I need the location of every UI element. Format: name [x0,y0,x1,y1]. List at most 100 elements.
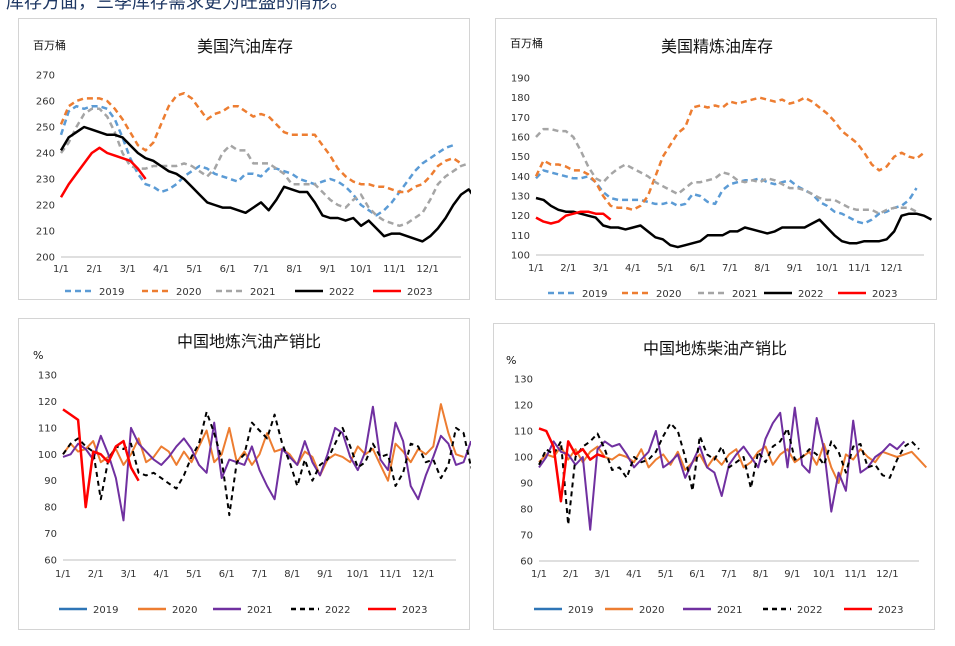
legend-label-2021: 2021 [250,287,275,298]
x-tick-label: 9/1 [787,263,803,274]
y-tick-label: 110 [38,423,57,434]
legend-label-2022: 2022 [329,287,354,298]
x-tick-label: 6/1 [220,264,236,275]
y-axis-unit-label: % [33,349,43,362]
y-tick-label: 90 [44,476,57,487]
x-tick-label: 6/1 [690,263,706,274]
y-tick-label: 180 [511,93,530,104]
series-line-2022 [535,196,933,249]
legend-label-2020: 2020 [172,605,197,616]
x-tick-label: 5/1 [658,569,674,580]
x-tick-label: 8/1 [284,569,300,580]
legend-label-2021: 2021 [732,289,757,300]
x-tick-label: 12/1 [876,569,898,580]
y-tick-label: 240 [36,149,55,160]
y-tick-label: 80 [44,503,57,514]
y-tick-label: 210 [36,227,55,238]
y-tick-label: 80 [520,505,533,516]
x-tick-label: 6/1 [219,569,235,580]
chart-svg: 中国地炼汽油产销比% 60 70 80 90 100 110 120 130 1/1 2/1 3/1 4… [33,332,471,616]
series-line-2022 [538,422,920,526]
legend-label-2022: 2022 [798,289,823,300]
y-tick-label: 130 [38,371,57,382]
y-tick-label: 170 [511,113,530,124]
chart-svg: 中国地炼柴油产销比% 60 70 80 90 100 110 120 130 1/1 2/1 3/1 4… [506,339,928,616]
legend-label-2023: 2023 [872,289,897,300]
x-tick-label: 2/1 [86,264,102,275]
x-tick-label: 9/1 [784,569,800,580]
x-tick-label: 8/1 [286,264,302,275]
x-tick-label: 4/1 [626,569,642,580]
legend-label-2020: 2020 [639,605,664,616]
series-line-2022 [59,125,471,243]
y-tick-label: 60 [520,557,533,568]
y-tick-label: 130 [511,192,530,203]
x-tick-label: 5/1 [657,263,673,274]
legend-label-2023: 2023 [402,605,427,616]
series-line-2019 [59,104,454,217]
legend-label-2021: 2021 [247,605,272,616]
y-tick-label: 150 [511,152,530,163]
legend-label-2020: 2020 [656,289,681,300]
chart-title: 中国地炼柴油产销比 [643,339,787,358]
x-tick-label: 3/1 [593,263,609,274]
legend-label-2022: 2022 [325,605,350,616]
x-tick-label: 3/1 [120,569,136,580]
y-tick-label: 220 [36,201,55,212]
x-tick-label: 9/1 [317,569,333,580]
legend-label-2020: 2020 [176,287,201,298]
chart-title: 美国汽油库存 [197,37,293,56]
y-axis-unit-label: 百万桶 [510,36,543,50]
x-tick-label: 10/1 [350,264,372,275]
y-tick-label: 60 [44,556,57,567]
y-tick-label: 100 [38,450,57,461]
x-tick-label: 8/1 [753,569,769,580]
series-line-2021 [535,127,918,215]
x-tick-label: 7/1 [251,569,267,580]
x-tick-label: 11/1 [379,569,401,580]
chart-cn-gasoline-ratio: 中国地炼汽油产销比% 60 70 80 90 100 110 120 130 1/1 2/1 3/1 4… [18,318,471,630]
series-line-2020 [534,96,925,212]
x-tick-label: 1/1 [528,263,544,274]
header-strip: 库存方面，三季库存需求更为旺盛的情形。 [0,0,955,10]
legend-label-2019: 2019 [568,605,593,616]
x-tick-label: 2/1 [88,569,104,580]
legend-label-2019: 2019 [582,289,607,300]
chart-title: 中国地炼汽油产销比 [177,332,321,351]
x-tick-label: 1/1 [53,264,69,275]
series-line-2022 [62,411,471,517]
x-tick-label: 2/1 [563,569,579,580]
y-tick-label: 90 [520,479,533,490]
x-tick-label: 12/1 [416,264,438,275]
series-line-2020 [62,403,464,482]
x-tick-label: 5/1 [186,264,202,275]
chart-svg: 美国汽油库存 百万桶 200 210 220 230 240 250 260 270 1/1 2/1 3… [33,37,471,298]
chart-us-distillate-inventory: 美国精炼油库存 百万桶 100 110 120 130 140 150 160 170 180 190… [495,18,937,300]
x-tick-label: 10/1 [347,569,369,580]
x-tick-label: 3/1 [594,569,610,580]
chart-svg: 美国精炼油库存 百万桶 100 110 120 130 140 150 160 170 180 190… [510,36,933,300]
x-tick-label: 1/1 [55,569,71,580]
x-tick-label: 12/1 [880,263,902,274]
y-tick-label: 250 [36,123,55,134]
x-tick-label: 4/1 [153,264,169,275]
series-line-2023 [62,408,140,509]
series-line-2023 [538,427,606,503]
x-tick-label: 12/1 [412,569,434,580]
x-tick-label: 4/1 [153,569,169,580]
y-axis-unit-label: % [506,354,516,367]
y-axis-unit-label: 百万桶 [33,38,66,52]
y-tick-label: 100 [514,453,533,464]
y-tick-label: 120 [511,211,530,222]
x-tick-label: 8/1 [754,263,770,274]
y-tick-label: 230 [36,175,55,186]
y-tick-label: 110 [511,231,530,242]
series-line-2023 [535,210,612,225]
legend-label-2019: 2019 [99,287,124,298]
x-tick-label: 7/1 [722,263,738,274]
x-tick-label: 3/1 [120,264,136,275]
x-tick-label: 9/1 [320,264,336,275]
y-tick-label: 120 [38,397,57,408]
legend-label-2023: 2023 [878,605,903,616]
y-tick-label: 190 [511,74,530,85]
